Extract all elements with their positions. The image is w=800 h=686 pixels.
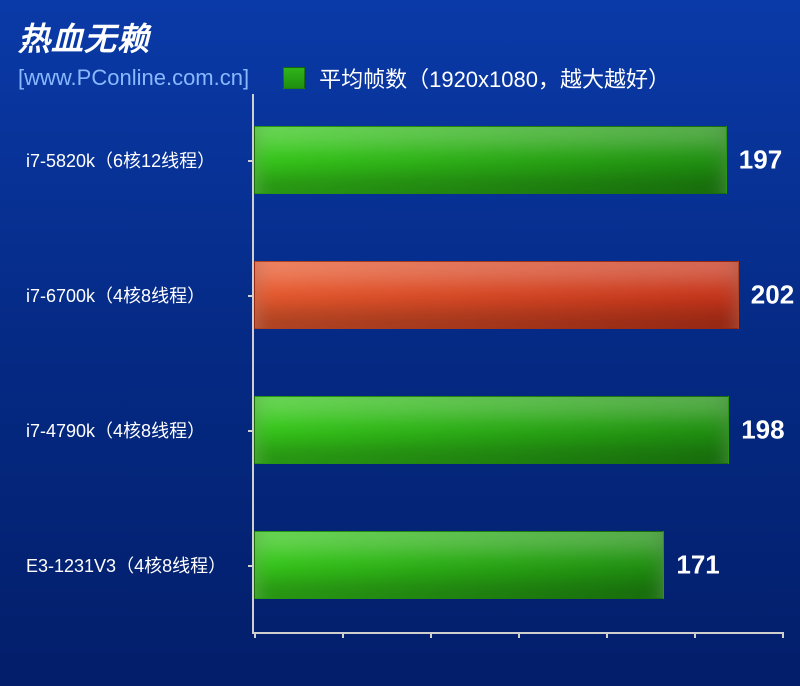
- x-axis-tick: [518, 632, 520, 638]
- header-sub-row: [www.PConline.com.cn] 平均帧数（1920x1080，越大越…: [18, 62, 782, 94]
- x-axis-tick: [430, 632, 432, 638]
- chart-row: i7-6700k（4核8线程） 202: [18, 261, 782, 329]
- bar: [254, 396, 729, 464]
- chart-row: i7-4790k（4核8线程） 198: [18, 396, 782, 464]
- source-link: [www.PConline.com.cn]: [18, 65, 249, 91]
- x-axis-tick: [782, 632, 784, 638]
- chart-title: 热血无赖: [18, 14, 782, 60]
- bar-wrap: 197: [254, 126, 782, 194]
- x-axis-tick: [342, 632, 344, 638]
- bar-highlight: [254, 261, 739, 329]
- chart-header: 热血无赖 [www.PConline.com.cn] 平均帧数（1920x108…: [0, 0, 800, 100]
- chart-row: E3-1231V3（4核8线程） 171: [18, 531, 782, 599]
- bar-wrap: 202: [254, 261, 782, 329]
- chart-row: i7-5820k（6核12线程） 197: [18, 126, 782, 194]
- bar-value: 202: [751, 280, 794, 311]
- bar-label: i7-6700k（4核8线程）: [18, 282, 244, 308]
- bar-label: i7-5820k（6核12线程）: [18, 147, 244, 173]
- bar-wrap: 171: [254, 531, 782, 599]
- legend-swatch: [283, 67, 305, 89]
- chart-area: i7-5820k（6核12线程）197i7-6700k（4核8线程）202i7-…: [18, 94, 782, 662]
- x-axis-tick: [606, 632, 608, 638]
- bar-label: i7-4790k（4核8线程）: [18, 417, 244, 443]
- bar-label: E3-1231V3（4核8线程）: [18, 552, 244, 578]
- bar: [254, 531, 664, 599]
- bar-value: 197: [739, 145, 782, 176]
- x-axis-tick: [254, 632, 256, 638]
- bar-value: 198: [741, 415, 784, 446]
- legend-text: 平均帧数（1920x1080，越大越好）: [319, 62, 670, 94]
- bar-value: 171: [676, 550, 719, 581]
- x-axis-tick: [694, 632, 696, 638]
- bar: [254, 126, 727, 194]
- bar-wrap: 198: [254, 396, 782, 464]
